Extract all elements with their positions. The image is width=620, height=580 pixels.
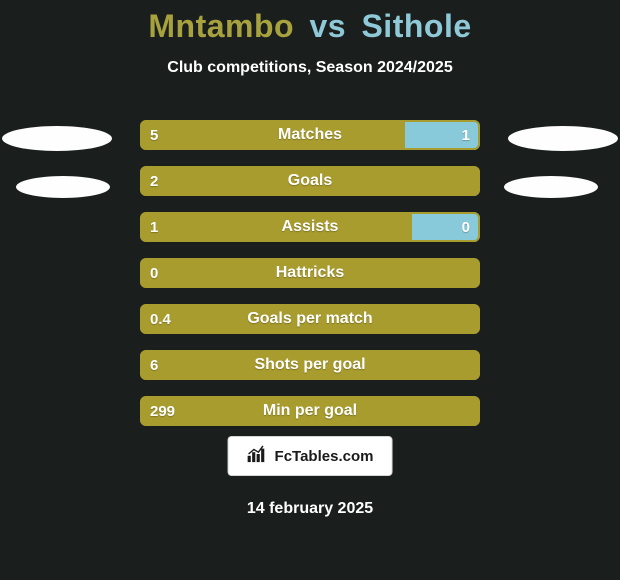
stat-bar: Shots per goal6 bbox=[140, 350, 480, 380]
stat-bar: Matches5 1 bbox=[140, 120, 480, 150]
decoration-ellipse bbox=[504, 176, 598, 198]
bars-container: Matches51Goals2Assists10Hattricks0Goals … bbox=[140, 120, 480, 442]
date-text: 14 february 2025 bbox=[0, 500, 620, 518]
source-badge-text: FcTables.com bbox=[275, 448, 374, 465]
stat-bar-label: Shots per goal bbox=[140, 350, 480, 380]
title-vs: vs bbox=[309, 8, 346, 44]
decoration-ellipse bbox=[2, 126, 112, 151]
stat-bar-value-left: 5 bbox=[140, 120, 168, 150]
stat-bar-value-left: 6 bbox=[140, 350, 168, 380]
stat-bar: Goals2 bbox=[140, 166, 480, 196]
title: Mntambo vs Sithole bbox=[0, 0, 620, 45]
decoration-left bbox=[2, 120, 112, 230]
stat-bar-label: Goals bbox=[140, 166, 480, 196]
stat-bar-value-right: 1 bbox=[452, 120, 480, 150]
stat-bar-label: Goals per match bbox=[140, 304, 480, 334]
title-player2: Sithole bbox=[361, 8, 471, 44]
stat-bar: Hattricks0 bbox=[140, 258, 480, 288]
stat-bar-value-left: 299 bbox=[140, 396, 185, 426]
decoration-ellipse bbox=[16, 176, 110, 198]
chart-icon bbox=[247, 445, 269, 467]
decoration-right bbox=[508, 120, 618, 230]
stat-bar-value-left: 1 bbox=[140, 212, 168, 242]
stat-bar: Goals per match0.4 bbox=[140, 304, 480, 334]
source-badge: FcTables.com bbox=[228, 436, 393, 476]
stat-bar: Min per goal299 bbox=[140, 396, 480, 426]
stat-bar-value-left: 2 bbox=[140, 166, 168, 196]
stat-bar-value-left: 0.4 bbox=[140, 304, 181, 334]
decoration-ellipse bbox=[508, 126, 618, 151]
stat-bar-label: Matches bbox=[140, 120, 480, 150]
stat-bar-label: Assists bbox=[140, 212, 480, 242]
comparison-infographic: Mntambo vs Sithole Club competitions, Se… bbox=[0, 0, 620, 580]
title-player1: Mntambo bbox=[148, 8, 294, 44]
stat-bar-label: Hattricks bbox=[140, 258, 480, 288]
stat-bar-value-right: 0 bbox=[452, 212, 480, 242]
subtitle: Club competitions, Season 2024/2025 bbox=[0, 59, 620, 77]
stat-bar-label: Min per goal bbox=[140, 396, 480, 426]
stat-bar: Assists1 0 bbox=[140, 212, 480, 242]
stat-bar-value-left: 0 bbox=[140, 258, 168, 288]
